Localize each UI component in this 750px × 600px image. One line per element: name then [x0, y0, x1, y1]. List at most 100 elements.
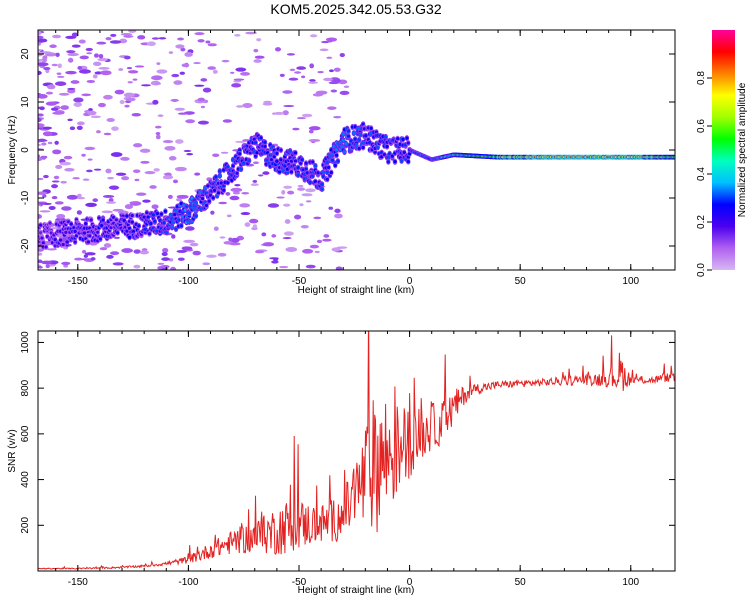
spectrogram-noise-blob — [71, 32, 79, 37]
spectrogram-ridge-blob — [329, 170, 333, 175]
spectrogram-noise-blob — [194, 32, 205, 36]
spectrogram-noise-blob — [60, 105, 69, 110]
spectrogram-noise-blob — [228, 237, 233, 242]
spectrogram-noise-blob — [176, 249, 187, 253]
spectrogram-ridge-blob — [84, 221, 88, 226]
spectrogram-noise-blob — [120, 32, 133, 36]
spectrogram-noise-blob — [283, 203, 291, 207]
spectrogram-noise-blob — [239, 203, 251, 208]
spectrogram-noise-blob — [197, 39, 205, 43]
spectrogram-x-ticks: -150 -100 -50 0 50 100 — [55, 30, 676, 287]
spectrogram-noise-blob — [283, 105, 295, 108]
spectrogram-noise-blob — [326, 56, 333, 59]
spectrogram-ridge-blob — [159, 212, 164, 216]
spectrogram-noise-blob — [105, 168, 112, 174]
spectrogram-noise-blob — [297, 184, 304, 188]
spectrogram-noise-blob — [156, 62, 161, 66]
spectrogram-noise-blob — [41, 156, 47, 160]
spectrogram-ridge-blob — [48, 221, 52, 225]
spectrogram-noise-blob — [173, 80, 183, 85]
spectrogram-ridge-blob — [218, 169, 222, 173]
spectrogram-noise-blob — [132, 169, 141, 174]
spectrogram-noise-blob — [60, 180, 67, 184]
spectrogram-noise-blob — [301, 113, 313, 118]
spectrogram-noise-blob — [179, 71, 186, 75]
spectrogram-noise-blob — [168, 51, 174, 55]
spectrogram-noise-blob — [79, 55, 89, 60]
spectrogram-noise-blob — [294, 214, 302, 220]
spectrogram-ridge-blob — [242, 161, 246, 165]
spectrogram-ridge-blob — [311, 160, 315, 164]
y-tick-label: 200 — [20, 517, 31, 534]
spectrogram-noise-blob — [77, 193, 82, 198]
spectrogram-ridge-blob — [406, 159, 410, 164]
spectrogram-ridge-blob — [354, 144, 359, 148]
spectrogram-noise-blob — [240, 72, 251, 76]
spectrogram-ridge-blob — [149, 221, 153, 226]
spectrogram-noise-blob — [98, 67, 110, 70]
spectrogram-ridge-blob — [226, 180, 230, 185]
spectrogram-ridge-blob — [137, 224, 141, 228]
spectrogram-ridge-blob — [341, 132, 345, 136]
snr-series-line — [38, 331, 675, 570]
spectrogram-ridge-blob — [325, 177, 329, 182]
spectrogram-noise-blob — [289, 68, 296, 72]
spectrogram-noise-blob — [299, 203, 304, 207]
x-tick-label: -100 — [178, 577, 198, 588]
spectrogram-ridge-blob — [73, 229, 77, 233]
spectrogram-noise-blob — [192, 250, 201, 256]
spectrogram-noise-blob — [256, 38, 262, 42]
spectrogram-noise-blob — [98, 54, 104, 59]
spectrogram-noise-blob — [127, 70, 139, 74]
spectrogram-ridge-blob — [369, 126, 373, 130]
spectrogram-noise-blob — [151, 204, 159, 210]
y-tick-label: 1000 — [20, 331, 31, 354]
spectrogram-noise-blob — [38, 143, 42, 147]
spectrogram-ridge-blob — [320, 182, 324, 186]
spectrogram-noise-blob — [282, 110, 289, 116]
spectrogram-noise-blob — [97, 57, 108, 62]
spectrogram-ridge-blob — [341, 138, 345, 142]
spectrogram-noise-blob — [212, 69, 218, 74]
spectrogram-noise-blob — [81, 153, 86, 157]
spectrogram-noise-blob — [54, 81, 67, 86]
spectrogram-noise-blob — [283, 185, 293, 189]
spectrogram-noise-blob — [220, 151, 229, 154]
spectrogram-noise-blob — [85, 47, 93, 52]
spectrogram-noise-blob — [51, 184, 58, 189]
spectrogram-ridge-blob — [179, 224, 183, 228]
spectrogram-noise-blob — [285, 247, 298, 253]
spectrogram-noise-blob — [82, 249, 87, 254]
spectrogram-noise-blob — [221, 59, 230, 63]
spectrogram-noise-blob — [245, 31, 257, 35]
spectrogram-noise-blob — [279, 73, 285, 77]
spectrogram-ridge-blob — [288, 149, 292, 153]
spectrogram-noise-blob — [65, 70, 77, 75]
spectrogram-ridge-blob — [277, 170, 282, 174]
spectrogram-noise-blob — [73, 97, 84, 103]
spectrogram-noise-blob — [263, 100, 272, 104]
spectrogram-noise-blob — [206, 254, 217, 258]
spectrogram-ridge-blob — [321, 170, 325, 174]
spectrogram-ridge-blob — [279, 148, 283, 152]
spectrogram-noise-blob — [67, 57, 74, 63]
spectrogram-noise-blob — [309, 63, 315, 69]
spectrogram-noise-blob — [167, 194, 173, 199]
spectrogram-noise-blob — [271, 260, 279, 264]
spectrogram-ridge-blob — [332, 145, 336, 149]
spectrogram-ridge-blob — [64, 230, 68, 234]
spectrogram-noise-blob — [61, 206, 72, 211]
spectrogram-noise-blob — [128, 30, 137, 33]
spectrogram-noise-blob — [86, 52, 93, 55]
spectrogram-noise-blob — [124, 104, 130, 108]
spectrogram-noise-blob — [305, 200, 312, 203]
spectrogram-ridge-blob — [325, 170, 329, 175]
spectrogram-ridge-blob — [194, 201, 198, 205]
spectrogram-noise-blob — [157, 114, 164, 118]
spectrogram-noise-blob — [155, 132, 161, 135]
spectrogram-ridge-blob — [300, 158, 304, 162]
spectrogram-noise-blob — [161, 257, 170, 261]
spectrogram-ridge-blob — [194, 214, 198, 218]
spectrogram-noise-blob — [38, 62, 49, 67]
spectrogram-noise-blob — [38, 48, 42, 52]
